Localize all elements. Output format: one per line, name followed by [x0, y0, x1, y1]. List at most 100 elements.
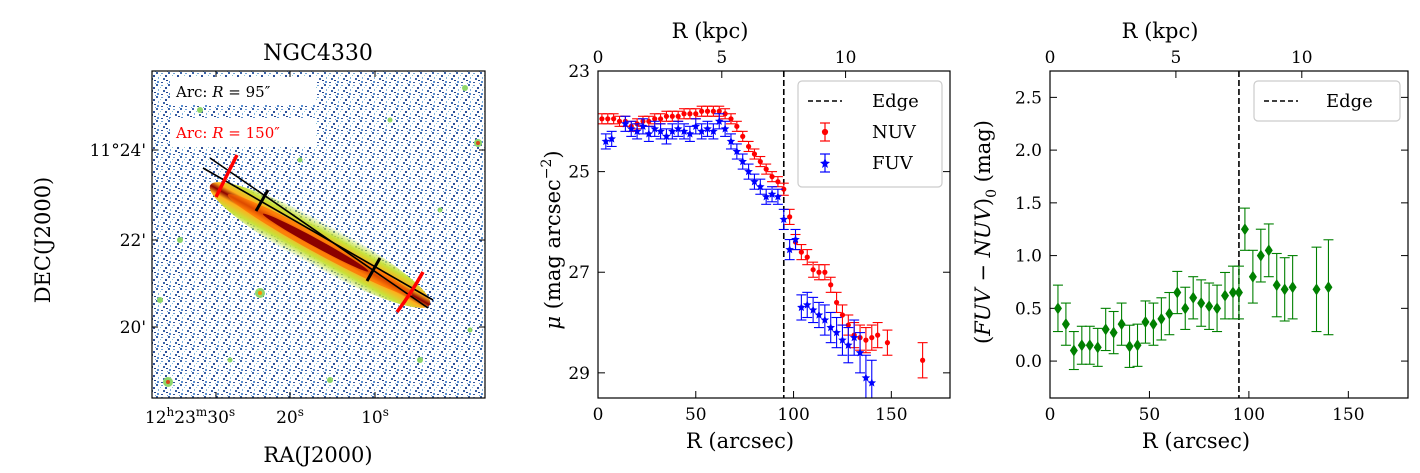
p2-fuv-point — [802, 291, 813, 319]
marker-diamond — [1085, 339, 1094, 352]
marker-star — [632, 126, 642, 136]
marker-diamond — [1101, 323, 1110, 336]
p2-nuv-point — [831, 291, 842, 314]
p2-axes: 0 50 100 150 23 25 27 29 0 5 10 — [568, 48, 950, 425]
p2-nuv-point — [731, 120, 742, 132]
marker-dot — [693, 111, 699, 117]
p3-top-tick-label: 10 — [1291, 48, 1313, 68]
marker-dot — [828, 282, 834, 288]
marker-star — [855, 348, 865, 357]
marker-star — [767, 189, 777, 198]
marker-dot — [734, 123, 740, 129]
p3-fuv-nuv-point — [1263, 223, 1274, 278]
p2-nuv-point — [882, 329, 893, 356]
marker-dot — [605, 116, 611, 122]
marker-diamond — [1077, 339, 1086, 352]
dec-tick-label: 11°24' — [90, 141, 146, 161]
p2-marks — [598, 71, 928, 398]
p2-nuv-point — [802, 249, 813, 266]
marker-diamond — [1181, 302, 1190, 315]
marker-dot — [798, 249, 804, 255]
marker-dot — [669, 113, 675, 119]
marker-diamond — [1133, 339, 1142, 352]
legend-nuv-swatch — [820, 122, 830, 142]
marker-dot — [728, 116, 734, 122]
marker-star — [761, 192, 771, 201]
marker-diamond — [1189, 291, 1198, 304]
legend-fuv-swatch — [820, 153, 830, 173]
legend-nuv-label: NUV — [872, 122, 917, 143]
p3-fuv-nuv-point — [1204, 282, 1215, 330]
marker-star — [844, 340, 853, 349]
marker-diamond — [1228, 286, 1237, 299]
p2-fuv-point — [855, 332, 866, 374]
p3-y-tick-label: 0.0 — [1015, 352, 1042, 372]
p3-fuv-nuv-point — [1156, 297, 1167, 341]
p3-fuv-nuv-point — [1180, 286, 1191, 330]
p3-fuv-nuv-point — [1124, 324, 1135, 368]
p2-legend: Edge NUV FUV — [797, 80, 943, 188]
p3-fuv-nuv-point — [1212, 284, 1223, 333]
marker-diamond — [1248, 270, 1257, 283]
marker-star — [838, 335, 847, 344]
image-panel: NGC4330 — [31, 41, 486, 467]
p3-x-tick-label: 50 — [1139, 405, 1161, 425]
p3-y-axis-title: (FUV − NUV)0 (mag) — [971, 120, 1000, 344]
p3-top-axis-title: R (kpc) — [1122, 19, 1199, 43]
p2-x-tick-label: 100 — [777, 405, 809, 425]
marker-dot — [699, 108, 705, 114]
marker-star — [750, 177, 759, 186]
p3-fuv-nuv-point — [1052, 284, 1063, 333]
marker-star — [656, 126, 665, 136]
marker-dot — [646, 118, 652, 124]
p2-fuv-point — [778, 208, 789, 231]
p2-fuv-point — [626, 120, 637, 137]
p2-fuv-point — [731, 143, 742, 160]
p3-y-tick-label: 1.0 — [1015, 247, 1042, 267]
marker-diamond — [1061, 318, 1070, 331]
p3-fuv-nuv-point — [1140, 300, 1151, 344]
p2-y-tick-label: 29 — [568, 364, 590, 384]
marker-star — [826, 323, 835, 332]
p2-fuv-point — [808, 296, 819, 324]
p2-y-tick-label: 23 — [568, 62, 590, 82]
marker-dot — [722, 111, 728, 117]
marker-star — [785, 245, 794, 254]
marker-diamond — [1141, 316, 1150, 329]
p2-top-tick-label: 5 — [716, 48, 727, 68]
marker-diamond — [1205, 300, 1214, 313]
ra-tick-label: 10s — [361, 405, 389, 428]
p2-x-tick-label: 0 — [593, 405, 604, 425]
marker-dot — [687, 111, 693, 117]
marker-dot — [716, 108, 722, 114]
marker-star — [697, 126, 706, 136]
p2-nuv-point — [702, 105, 713, 117]
p3-fuv-nuv-point — [1233, 265, 1244, 320]
marker-star — [679, 126, 689, 136]
p2-top-tick-label: 10 — [835, 48, 857, 68]
p2-fuv-point — [667, 123, 678, 140]
marker-star — [738, 157, 747, 166]
marker-star — [650, 124, 659, 133]
p3-x-tick-label: 150 — [1332, 405, 1364, 425]
p3-x-axis-title: R (arcsec) — [1142, 429, 1250, 453]
marker-star — [720, 124, 730, 133]
p2-fuv-point — [643, 125, 654, 142]
marker-diamond — [1109, 326, 1118, 339]
marker-star — [773, 192, 783, 201]
marker-diamond — [1280, 283, 1289, 296]
marker-star — [867, 378, 877, 387]
marker-diamond — [1272, 279, 1281, 292]
p2-nuv-point — [743, 140, 754, 153]
p2-x-axis-title: R (arcsec) — [686, 429, 794, 453]
marker-dot — [616, 118, 623, 124]
marker-dot — [822, 269, 828, 275]
marker-dot — [675, 113, 681, 119]
p2-fuv-point — [661, 128, 672, 145]
arc-95-west — [254, 189, 270, 212]
p2-fuv-point — [620, 115, 631, 132]
p3-legend: Edge — [1253, 80, 1401, 122]
marker-dot — [845, 322, 851, 328]
p2-fuv-point — [690, 118, 701, 135]
